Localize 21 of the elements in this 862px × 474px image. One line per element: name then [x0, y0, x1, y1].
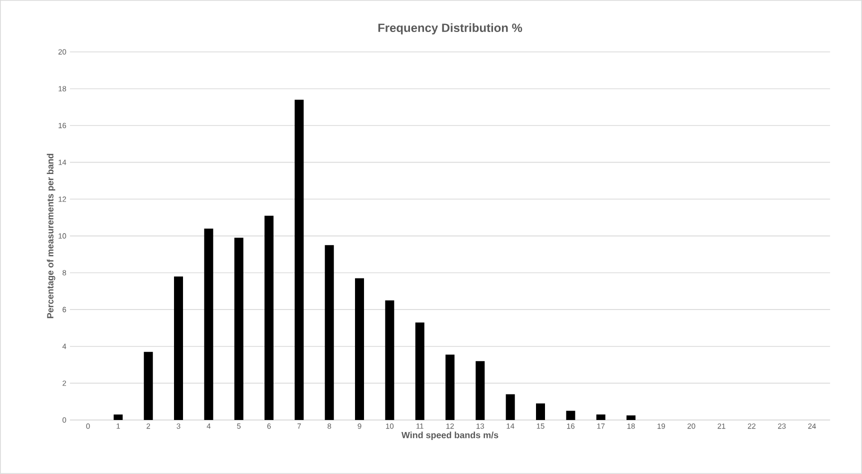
bar	[566, 410, 576, 420]
bar	[536, 403, 546, 420]
bar	[385, 300, 394, 420]
bar	[596, 414, 606, 420]
bar	[174, 276, 184, 420]
bar	[355, 278, 364, 420]
bar	[446, 354, 455, 420]
bar	[415, 322, 424, 420]
chart-title: Frequency Distribution %	[378, 23, 522, 34]
bar	[476, 361, 485, 420]
bar	[324, 245, 334, 420]
y-axis-title: Percentage of measurements per band	[46, 154, 56, 318]
bar	[264, 216, 274, 420]
bar	[234, 238, 244, 420]
x-axis-title: Wind speed bands m/s	[401, 432, 498, 440]
bar	[114, 414, 123, 420]
bar	[204, 228, 214, 420]
bar	[294, 100, 304, 420]
bar	[144, 352, 153, 420]
bar	[506, 394, 515, 420]
bar	[626, 415, 636, 420]
